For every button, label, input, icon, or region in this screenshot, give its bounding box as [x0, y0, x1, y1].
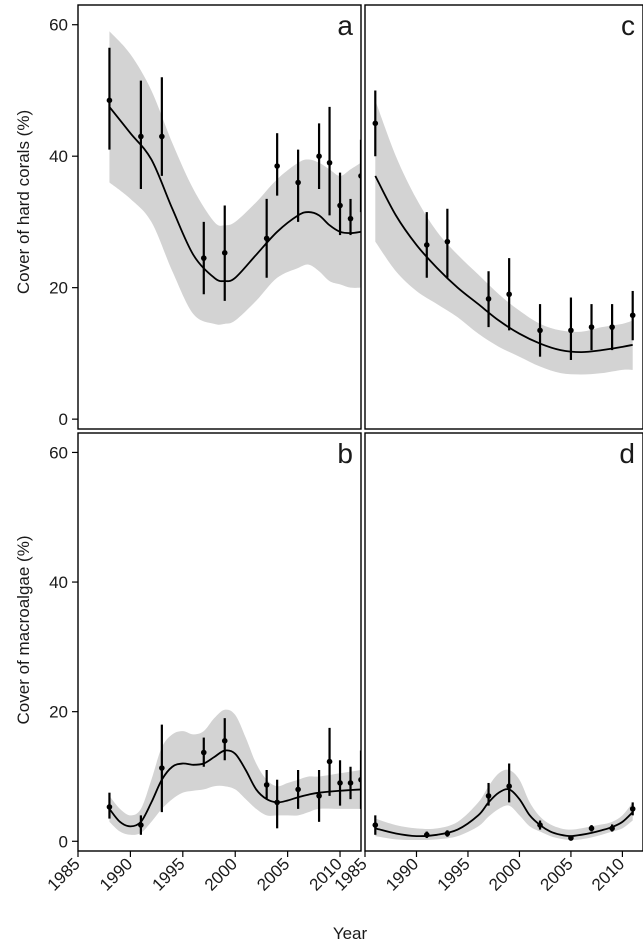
y-tick-label-a-0: 0	[59, 410, 68, 429]
data-point-c-4	[506, 291, 512, 298]
panel-label-d: d	[619, 438, 635, 469]
confidence-band-b	[109, 709, 361, 835]
confidence-band-a	[109, 31, 361, 325]
data-point-a-3	[200, 255, 207, 261]
data-point-d-5	[537, 822, 543, 828]
fit-line-d	[375, 788, 634, 838]
panel-c: c	[364, 4, 643, 430]
data-point-c-8	[609, 324, 615, 330]
data-point-a-1	[138, 133, 144, 140]
data-point-d-4	[506, 783, 512, 789]
data-point-a-8	[316, 153, 322, 159]
data-point-b-6	[274, 799, 280, 806]
x-tick-label-d-2: 1995	[434, 854, 474, 894]
data-point-a-2	[159, 133, 165, 140]
data-point-a-9	[326, 159, 333, 166]
plot-area-c	[372, 90, 636, 375]
data-point-b-2	[159, 765, 165, 771]
panel-a: a 0 20 40 60	[49, 4, 362, 430]
y-axis-title-hard-corals: Cover of hard corals (%)	[14, 110, 33, 294]
data-point-d-6	[568, 835, 574, 841]
y-tick-label-b-3: 60	[49, 443, 68, 462]
data-point-a-10	[337, 202, 343, 209]
data-point-a-6	[274, 163, 280, 169]
data-point-c-3	[485, 296, 492, 302]
y-tick-label-b-0: 0	[59, 832, 68, 851]
x-tick-label-d-1: 1990	[382, 854, 422, 894]
data-point-d-9	[629, 806, 636, 812]
data-point-d-0	[372, 822, 379, 828]
panel-label-b: b	[337, 438, 353, 469]
data-point-b-5	[263, 782, 270, 788]
x-tick-label-b-0: 1985	[44, 854, 84, 894]
data-point-c-7	[588, 324, 595, 330]
x-tick-label-d-4: 2005	[537, 854, 577, 894]
data-point-a-7	[295, 179, 301, 186]
plot-area-d	[372, 763, 636, 841]
x-tick-label-b-2: 1995	[148, 854, 188, 894]
data-point-c-5	[537, 327, 543, 334]
plot-area-b	[106, 709, 361, 835]
x-tick-label-b-3: 2000	[201, 854, 241, 894]
data-point-b-9	[326, 758, 333, 765]
data-point-b-0	[106, 804, 113, 810]
data-point-d-3	[485, 793, 492, 799]
data-point-a-5	[263, 235, 270, 242]
data-point-d-7	[588, 825, 595, 832]
y-tick-label-a-2: 40	[49, 147, 68, 166]
plot-area-a	[106, 31, 361, 325]
fit-line-a	[108, 106, 361, 283]
confidence-band-d	[375, 769, 633, 841]
data-point-d-2	[444, 830, 451, 837]
confidence-band-c	[375, 100, 633, 375]
data-point-b-1	[138, 822, 144, 828]
y-tick-label-b-2: 40	[49, 573, 68, 592]
x-tick-label-d-3: 2000	[485, 854, 525, 894]
data-point-c-9	[629, 312, 636, 319]
data-point-c-1	[423, 242, 430, 248]
x-axis-title: Year	[333, 924, 368, 943]
panel-frame-d	[364, 432, 643, 852]
panel-frame-b	[77, 432, 362, 852]
x-tick-label-b-1: 1990	[96, 854, 136, 894]
data-point-c-0	[372, 120, 379, 127]
x-tick-label-b-4: 2005	[253, 854, 293, 894]
data-point-b-3	[200, 749, 207, 756]
data-point-b-8	[316, 793, 322, 799]
data-point-d-1	[423, 831, 430, 838]
data-point-a-11	[347, 215, 354, 222]
y-tick-label-a-3: 60	[49, 16, 68, 35]
y-tick-label-b-1: 20	[49, 703, 68, 722]
data-point-b-10	[337, 780, 343, 786]
data-point-a-4	[221, 250, 228, 256]
panel-label-a: a	[337, 10, 353, 41]
x-tick-label-d-5: 2010	[588, 854, 628, 894]
y-axis-title-macroalgae: Cover of macroalgae (%)	[14, 536, 33, 725]
data-point-b-11	[347, 780, 354, 786]
panels: a 0 20 40 60 c b 0 20 40 60 1985 1990 1995 2000 2005 201…	[44, 4, 643, 895]
panel-frame-a	[77, 4, 362, 430]
panel-frame-c	[364, 4, 643, 430]
data-point-c-6	[568, 327, 574, 334]
data-point-a-0	[106, 97, 113, 104]
y-tick-label-a-1: 20	[49, 279, 68, 298]
data-point-d-8	[609, 825, 615, 832]
data-point-b-4	[221, 738, 228, 744]
data-point-c-2	[444, 238, 451, 245]
panel-label-c: c	[621, 10, 635, 41]
data-point-b-7	[295, 786, 301, 793]
